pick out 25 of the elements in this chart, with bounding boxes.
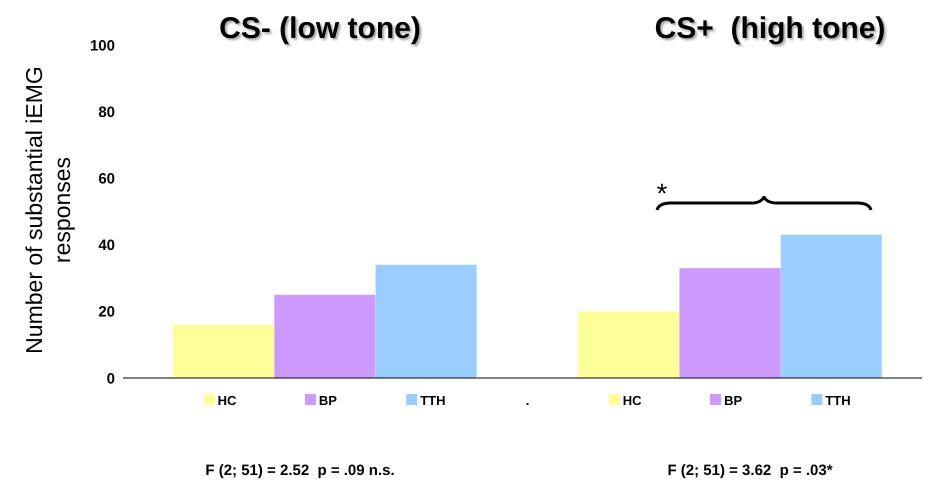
x-tick-label: HC bbox=[622, 393, 642, 408]
y-tick-label: 0 bbox=[106, 370, 115, 388]
text: F (2; 51) = 2.52 p = .09 n.s. bbox=[205, 462, 395, 479]
annotation: * bbox=[656, 178, 668, 210]
bar bbox=[274, 294, 376, 378]
x-tick-label: TTH bbox=[420, 393, 446, 408]
x-tick-label: TTH bbox=[825, 393, 851, 408]
x-tick-label: . bbox=[526, 393, 530, 408]
bar bbox=[578, 311, 680, 378]
y-tick-label: 60 bbox=[98, 170, 115, 188]
x-tick-label: BP bbox=[318, 393, 338, 408]
y-axis-title: Number of substantial iEMG responses bbox=[20, 65, 76, 356]
text: CS+ (high tone) bbox=[654, 12, 886, 46]
y-tick-label: 100 bbox=[90, 37, 115, 54]
y-tick-label: 20 bbox=[98, 304, 115, 321]
bar bbox=[780, 234, 882, 378]
x-tick-label: HC bbox=[218, 393, 238, 408]
bar bbox=[173, 324, 274, 378]
text: F (2; 51) = 3.62 p = .03* bbox=[667, 462, 833, 479]
bar bbox=[376, 264, 477, 378]
text: CS- (low tone) bbox=[219, 12, 421, 46]
y-tick-label: 80 bbox=[98, 104, 115, 121]
x-tick-label: BP bbox=[724, 393, 742, 408]
y-tick-label: 40 bbox=[98, 237, 115, 254]
bar bbox=[679, 268, 780, 378]
